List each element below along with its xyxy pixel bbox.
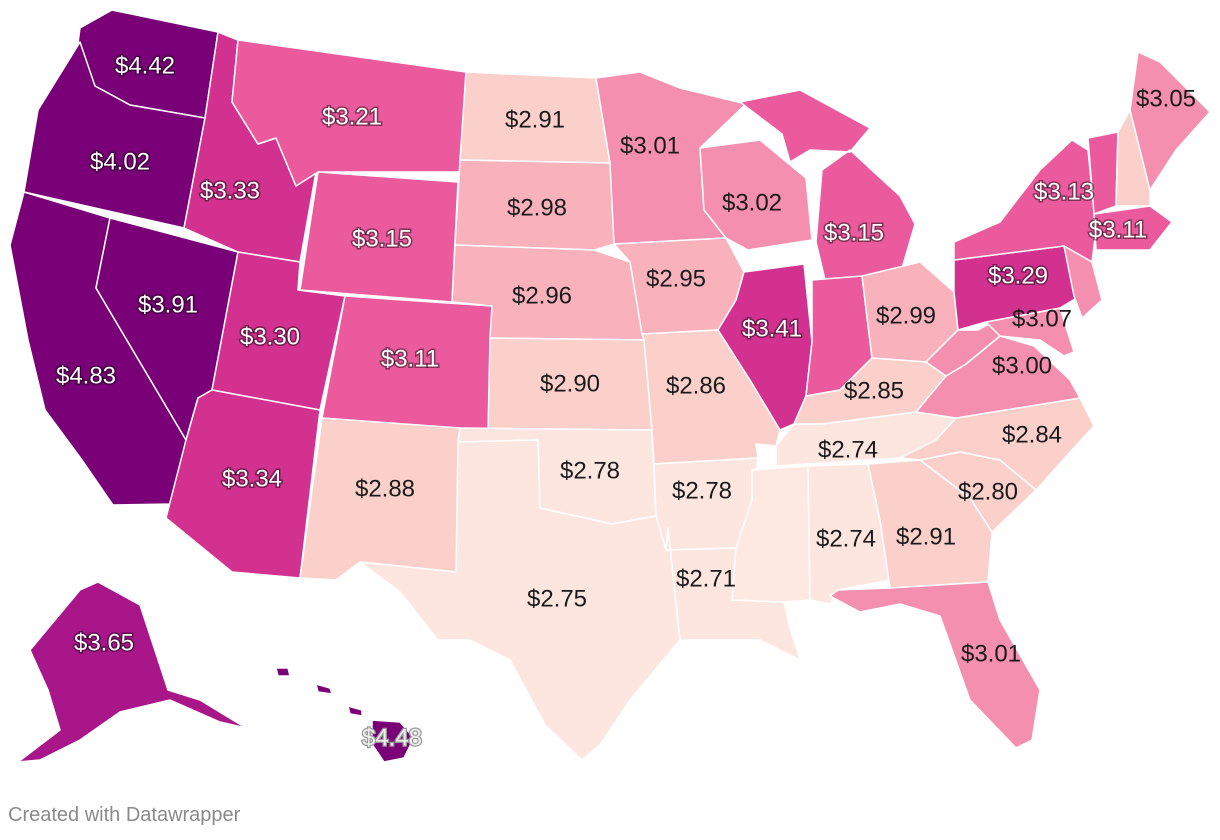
state-label-mo: $2.86 xyxy=(666,372,726,399)
state-label-mn: $3.01 xyxy=(620,132,680,159)
state-label-ak: $3.65 xyxy=(74,629,134,656)
state-label-sc: $2.80 xyxy=(958,478,1018,505)
state-label-ga: $2.91 xyxy=(896,523,956,550)
state-label-hi: $4.48 xyxy=(362,724,422,751)
state-label-mi: $3.15 xyxy=(824,219,884,246)
state-label-oh: $2.99 xyxy=(876,302,936,329)
state-label-ca: $4.83 xyxy=(56,362,116,389)
state-label-tx: $2.75 xyxy=(527,585,587,612)
state-fl[interactable] xyxy=(829,581,1041,749)
state-label-ar: $2.78 xyxy=(672,477,732,504)
state-label-il: $3.41 xyxy=(742,315,802,342)
state-az[interactable] xyxy=(165,389,321,579)
state-label-nv: $3.91 xyxy=(138,291,198,318)
state-label-ma: $3.11 xyxy=(1089,216,1147,243)
state-label-ks: $2.90 xyxy=(540,370,600,397)
state-hi[interactable] xyxy=(275,667,415,763)
state-label-wy: $3.15 xyxy=(352,225,412,252)
state-label-mt: $3.21 xyxy=(322,103,382,130)
state-label-sd: $2.98 xyxy=(507,194,567,221)
state-label-wi: $3.02 xyxy=(722,189,782,216)
state-mi[interactable] xyxy=(739,89,916,285)
state-label-id: $3.33 xyxy=(200,177,260,204)
state-tx[interactable] xyxy=(359,439,681,761)
state-label-pa: $3.29 xyxy=(988,262,1048,289)
datawrapper-credit: Created with Datawrapper xyxy=(8,804,241,826)
state-label-ia: $2.95 xyxy=(646,265,706,292)
state-label-ny: $3.13 xyxy=(1034,178,1094,205)
state-label-la: $2.71 xyxy=(676,565,736,592)
state-nc[interactable] xyxy=(899,397,1095,491)
state-label-nc: $2.84 xyxy=(1002,421,1062,448)
state-wi[interactable] xyxy=(699,139,813,251)
state-label-va: $3.00 xyxy=(992,352,1052,379)
state-me[interactable] xyxy=(1129,51,1211,191)
state-label-az: $3.34 xyxy=(222,465,282,492)
state-label-md: $3.07 xyxy=(1012,305,1072,332)
state-nh[interactable] xyxy=(1115,109,1151,207)
state-ak[interactable] xyxy=(17,581,247,763)
state-label-or: $4.02 xyxy=(90,148,150,175)
state-label-me: $3.05 xyxy=(1136,85,1196,112)
us-state-map: $4.42 $4.02 $4.83 $3.91 $3.33 $3.21 $3.15 $3.30… xyxy=(9,9,1211,763)
state-label-fl: $3.01 xyxy=(961,640,1021,667)
state-label-ok: $2.78 xyxy=(560,457,620,484)
state-il[interactable] xyxy=(717,263,813,431)
state-label-ut: $3.30 xyxy=(240,323,300,350)
state-label-ne: $2.96 xyxy=(512,282,572,309)
state-nj[interactable] xyxy=(1063,245,1103,319)
state-label-wa: $4.42 xyxy=(115,52,175,79)
state-label-nm: $2.88 xyxy=(355,475,415,502)
state-label-co: $3.11 xyxy=(381,345,439,372)
state-label-ky: $2.85 xyxy=(844,377,904,404)
state-label-nd: $2.91 xyxy=(505,106,565,133)
state-label-al: $2.74 xyxy=(816,525,876,552)
state-sd[interactable] xyxy=(454,159,616,251)
state-label-tn: $2.74 xyxy=(818,436,878,463)
state-ma[interactable] xyxy=(1093,205,1173,251)
